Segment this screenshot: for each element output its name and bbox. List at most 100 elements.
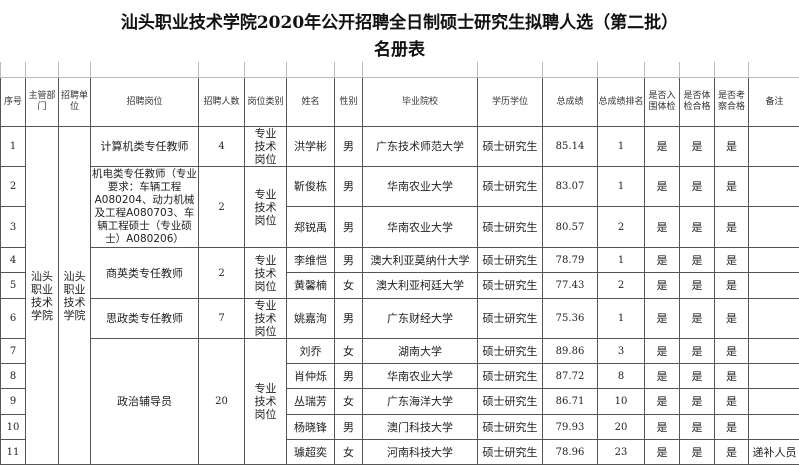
blank-cell xyxy=(749,62,799,78)
blank-cell xyxy=(680,62,715,78)
rank-cell: 1 xyxy=(598,299,645,339)
shortlist-cell: 是 xyxy=(645,339,680,364)
name-cell: 璩超奕 xyxy=(287,440,335,465)
row-number-cell: 1 xyxy=(1,127,26,167)
blank-cell xyxy=(199,62,245,78)
blank-cell xyxy=(245,62,287,78)
gender-cell: 女 xyxy=(335,273,363,299)
school-cell: 河南科技大学 xyxy=(363,440,478,465)
gender-cell: 男 xyxy=(335,127,363,167)
row-number-cell: 8 xyxy=(1,364,26,389)
note-cell xyxy=(749,207,799,248)
blank-cell xyxy=(645,62,680,78)
degree-cell: 硕士研究生 xyxy=(478,389,543,415)
blank-cell xyxy=(26,62,59,78)
gender-cell: 男 xyxy=(335,207,363,248)
shortlist-cell: 是 xyxy=(645,415,680,440)
note-cell xyxy=(749,389,799,415)
shortlist-cell: 是 xyxy=(645,167,680,207)
school-cell: 广东技术师范大学 xyxy=(363,127,478,167)
school-cell: 澳大利亚柯廷大学 xyxy=(363,273,478,299)
score-cell: 78.79 xyxy=(543,248,598,273)
inspection-cell: 是 xyxy=(715,415,749,440)
school-cell: 华南农业大学 xyxy=(363,167,478,207)
rank-cell: 1 xyxy=(598,127,645,167)
score-cell: 77.43 xyxy=(543,273,598,299)
inspection-cell: 是 xyxy=(715,273,749,299)
gender-cell: 男 xyxy=(335,415,363,440)
school-cell: 广东海洋大学 xyxy=(363,389,478,415)
medical-cell: 是 xyxy=(680,167,715,207)
rank-cell: 2 xyxy=(598,273,645,299)
header-col-unit: 招聘单位 xyxy=(59,78,91,127)
medical-cell: 是 xyxy=(680,364,715,389)
row-number-cell: 2 xyxy=(1,167,26,207)
count-cell: 7 xyxy=(199,299,245,339)
degree-cell: 硕士研究生 xyxy=(478,167,543,207)
position-cell: 商英类专任教师 xyxy=(91,248,199,299)
inspection-cell: 是 xyxy=(715,248,749,273)
header-col-medical: 是否体检合格 xyxy=(680,78,715,127)
medical-cell: 是 xyxy=(680,389,715,415)
blank-row xyxy=(1,62,799,78)
name-cell: 刘乔 xyxy=(287,339,335,364)
medical-cell: 是 xyxy=(680,339,715,364)
category-cell: 专业技术岗位 xyxy=(245,127,287,167)
school-cell: 澳门科技大学 xyxy=(363,415,478,440)
header-col-inspection: 是否考察合格 xyxy=(715,78,749,127)
gender-cell: 女 xyxy=(335,389,363,415)
note-cell xyxy=(749,415,799,440)
header-col-rank: 总成绩排名 xyxy=(598,78,645,127)
position-cell: 思政类专任教师 xyxy=(91,299,199,339)
score-cell: 80.57 xyxy=(543,207,598,248)
name-cell: 李维恺 xyxy=(287,248,335,273)
shortlist-cell: 是 xyxy=(645,364,680,389)
inspection-cell: 是 xyxy=(715,339,749,364)
category-cell: 专业技术岗位 xyxy=(245,248,287,299)
degree-cell: 硕士研究生 xyxy=(478,273,543,299)
rank-cell: 23 xyxy=(598,440,645,465)
inspection-cell: 是 xyxy=(715,299,749,339)
rank-cell: 3 xyxy=(598,339,645,364)
medical-cell: 是 xyxy=(680,299,715,339)
rank-cell: 10 xyxy=(598,389,645,415)
rank-cell: 8 xyxy=(598,364,645,389)
degree-cell: 硕士研究生 xyxy=(478,299,543,339)
degree-cell: 硕士研究生 xyxy=(478,364,543,389)
row-number-cell: 5 xyxy=(1,273,26,299)
position-cell: 政治辅导员 xyxy=(91,339,199,465)
name-cell: 姚嘉洵 xyxy=(287,299,335,339)
blank-cell xyxy=(1,62,26,78)
shortlist-cell: 是 xyxy=(645,127,680,167)
header-col-shortlist: 是否入围体检 xyxy=(645,78,680,127)
header-col-no: 序号 xyxy=(1,78,26,127)
inspection-cell: 是 xyxy=(715,167,749,207)
inspection-cell: 是 xyxy=(715,389,749,415)
category-cell: 专业技术岗位 xyxy=(245,299,287,339)
medical-cell: 是 xyxy=(680,440,715,465)
rank-cell: 1 xyxy=(598,248,645,273)
candidate-table: 序号主管部门招聘单位招聘岗位招聘人数岗位类别姓名性别毕业院校学历学位总成绩总成绩… xyxy=(0,62,799,465)
header-col-score: 总成绩 xyxy=(543,78,598,127)
category-cell: 专业技术岗位 xyxy=(245,339,287,465)
score-cell: 87.72 xyxy=(543,364,598,389)
blank-cell xyxy=(363,62,478,78)
count-cell: 2 xyxy=(199,248,245,299)
name-cell: 郑锐禹 xyxy=(287,207,335,248)
medical-cell: 是 xyxy=(680,207,715,248)
header-col-note: 备注 xyxy=(749,78,799,127)
score-cell: 75.36 xyxy=(543,299,598,339)
gender-cell: 男 xyxy=(335,167,363,207)
header-col-degree: 学历学位 xyxy=(478,78,543,127)
header-col-department: 主管部门 xyxy=(26,78,59,127)
degree-cell: 硕士研究生 xyxy=(478,339,543,364)
score-cell: 85.14 xyxy=(543,127,598,167)
degree-cell: 硕士研究生 xyxy=(478,127,543,167)
name-cell: 靳俊栋 xyxy=(287,167,335,207)
blank-cell xyxy=(287,62,335,78)
document-subtitle: 名册表 xyxy=(0,35,799,60)
row-number-cell: 10 xyxy=(1,415,26,440)
